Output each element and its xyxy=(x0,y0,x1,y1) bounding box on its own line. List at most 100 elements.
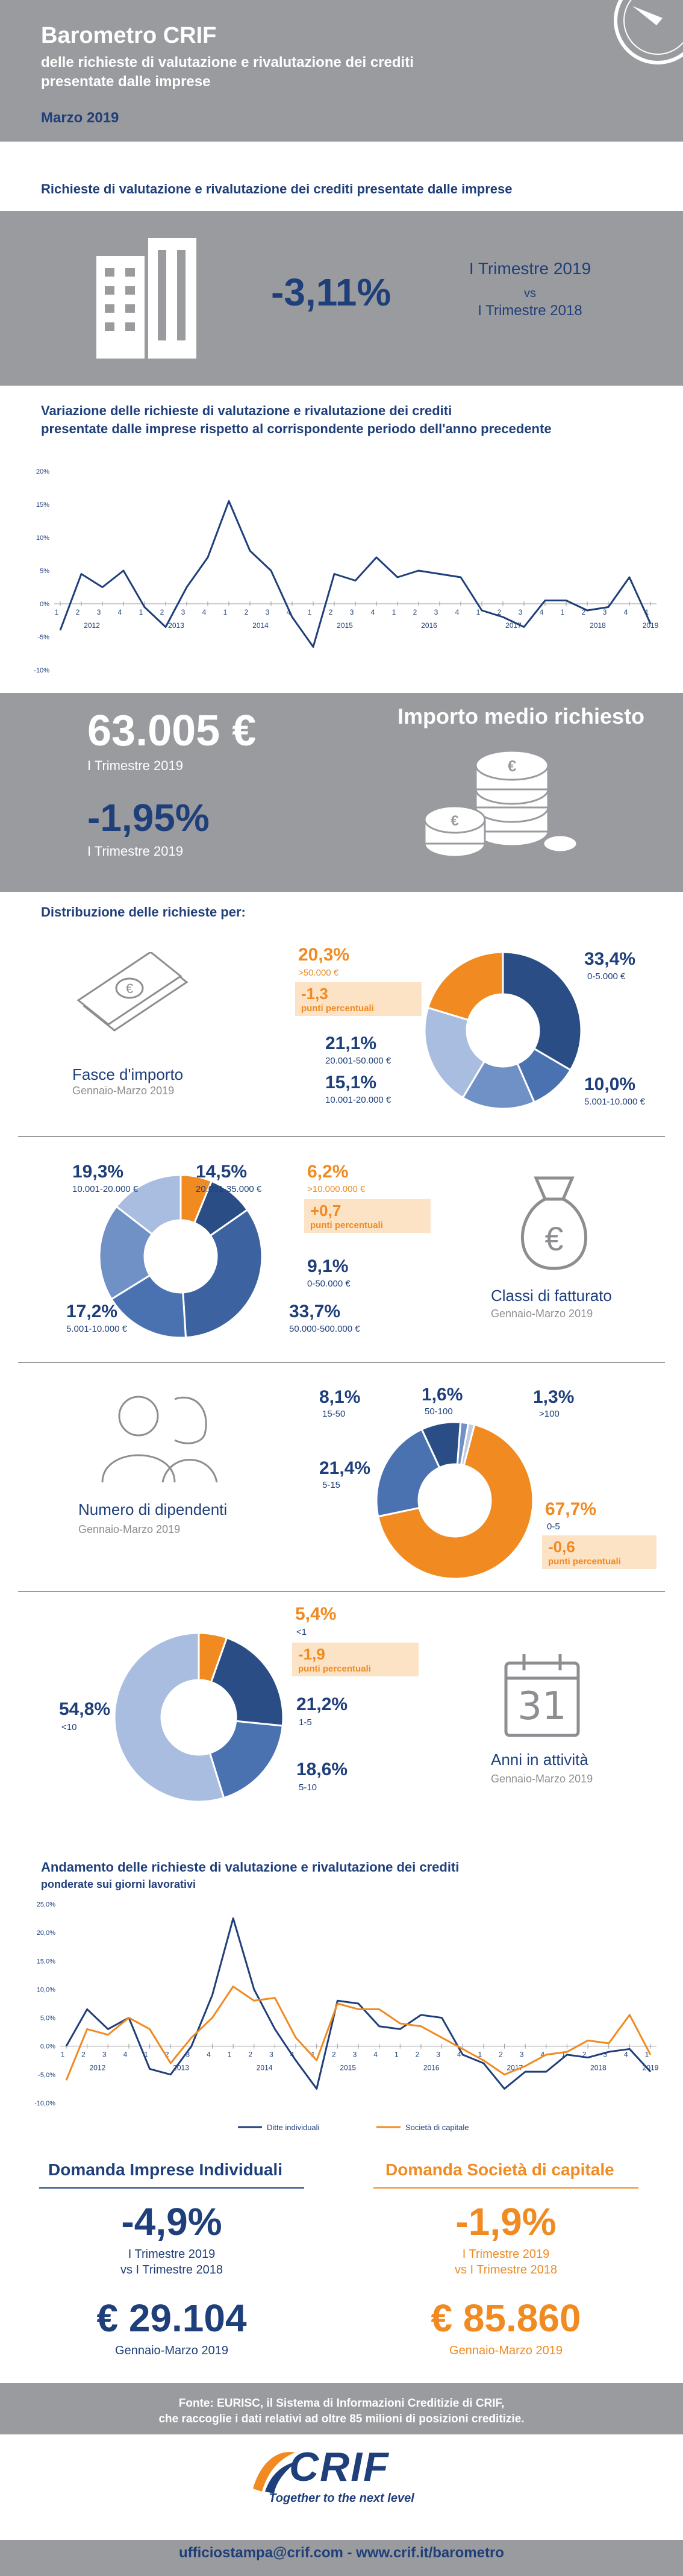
x-quarter-label: 2 xyxy=(76,608,80,616)
x-quarter-label: 4 xyxy=(118,608,122,616)
section3-band xyxy=(0,693,683,892)
att-note-value: -1,9 xyxy=(298,1645,325,1663)
dipendenti-period: Gennaio-Marzo 2019 xyxy=(78,1523,181,1535)
x-quarter-label: 2 xyxy=(582,608,586,616)
x-quarter-label: 2 xyxy=(332,2051,336,2059)
x-quarter-label: 1 xyxy=(228,2051,232,2059)
dipendenti-donut-chart xyxy=(375,1421,534,1580)
amount-label: Importo medio richiesto xyxy=(398,704,645,729)
x-quarter-label: 1 xyxy=(395,2051,399,2059)
y-tick-label: 5% xyxy=(40,568,49,575)
x-quarter-label: 1 xyxy=(645,2051,649,2059)
footer-contact-link[interactable]: ufficiostampa@crif.com - www.crif.it/bar… xyxy=(179,2545,504,2561)
donut-slice xyxy=(376,1423,534,1580)
x-quarter-label: 4 xyxy=(287,608,291,616)
x-year-label: 2016 xyxy=(423,2064,440,2072)
fasce-period: Gennaio-Marzo 2019 xyxy=(72,1085,175,1097)
calendar-number: 31 xyxy=(517,1684,567,1729)
left-title: Domanda Imprese Individuali xyxy=(48,2160,282,2179)
x-year-label: 2018 xyxy=(590,2064,607,2072)
footer-source-1: Fonte: EURISC, il Sistema di Informazion… xyxy=(178,2397,505,2410)
dip-lab-4: 15-50 xyxy=(322,1409,346,1419)
classi-pct-6: 14,5% xyxy=(196,1162,248,1182)
header-subtitle-1: delle richieste di valutazione e rivalut… xyxy=(41,54,414,71)
dip-lab-1: >100 xyxy=(539,1409,560,1419)
classi-donut-chart xyxy=(98,1174,263,1339)
right-amount: € 85.860 xyxy=(431,2296,581,2340)
amount-value: 63.005 € xyxy=(87,707,257,755)
series-line xyxy=(59,500,652,648)
x-quarter-label: 1 xyxy=(61,2051,65,2059)
footer-source-2: che raccoglie i dati relativi ad oltre 8… xyxy=(158,2413,525,2425)
donut-slice xyxy=(115,1174,182,1236)
x-quarter-label: 4 xyxy=(455,608,460,616)
fasce-donut-chart xyxy=(423,951,582,1110)
att-pct-1: 5,4% xyxy=(295,1604,337,1624)
fasce-lab-2: 5.001-10.000 € xyxy=(584,1097,645,1107)
classi-name: Classi di fatturato xyxy=(491,1286,612,1305)
donut-slice xyxy=(110,1274,187,1339)
x-year-label: 2017 xyxy=(507,2064,523,2072)
x-year-label: 2019 xyxy=(643,2064,659,2072)
donut-slice xyxy=(182,1208,263,1339)
left-period-2: vs I Trimestre 2018 xyxy=(120,2263,223,2277)
att-pct-3: 18,6% xyxy=(296,1760,348,1779)
section5-subtitle: ponderate sui giorni lavorativi xyxy=(41,1878,196,1890)
donut-slice xyxy=(423,1006,486,1099)
crif-logo: CRIF xyxy=(289,2444,390,2490)
header-band xyxy=(0,0,683,142)
att-pct-2: 21,2% xyxy=(296,1694,348,1714)
x-quarter-label: 1 xyxy=(223,608,228,616)
y-tick-label: 20,0% xyxy=(37,1929,55,1937)
dip-pct-2: 67,7% xyxy=(545,1499,597,1519)
y-tick-label: 15,0% xyxy=(37,1958,55,1965)
classi-period: Gennaio-Marzo 2019 xyxy=(491,1308,593,1320)
attivita-donut-chart xyxy=(113,1632,284,1803)
dip-pct-3: 21,4% xyxy=(319,1458,371,1478)
y-tick-label: -10,0% xyxy=(34,2100,55,2107)
x-quarter-label: 2 xyxy=(499,2051,503,2059)
y-tick-label: 10,0% xyxy=(37,1986,55,1993)
x-quarter-label: 3 xyxy=(434,608,438,616)
section2-title-1: Variazione delle richieste di valutazion… xyxy=(41,403,452,418)
x-quarter-label: 1 xyxy=(561,608,565,616)
divider xyxy=(18,1591,665,1592)
x-quarter-label: 4 xyxy=(371,608,375,616)
x-quarter-label: 2 xyxy=(165,2051,169,2059)
x-quarter-label: 3 xyxy=(603,608,607,616)
x-quarter-label: 3 xyxy=(353,2051,357,2059)
section5-title: Andamento delle richieste di valutazione… xyxy=(41,1860,460,1875)
x-quarter-label: 3 xyxy=(269,2051,273,2059)
svg-text:€: € xyxy=(126,981,133,996)
donut-slice xyxy=(426,951,504,1021)
divider xyxy=(18,1362,665,1363)
classi-note-value: +0,7 xyxy=(310,1202,342,1220)
x-quarter-label: 3 xyxy=(181,608,186,616)
classi-lab-3: 50.000-500.000 € xyxy=(289,1324,360,1334)
classi-lab-1: >10.000.000 € xyxy=(307,1184,366,1194)
x-quarter-label: 1 xyxy=(144,2051,148,2059)
series-line xyxy=(65,1985,652,2081)
attivita-period: Gennaio-Marzo 2019 xyxy=(491,1773,593,1785)
dip-pct-4: 8,1% xyxy=(319,1387,361,1407)
donut-slice xyxy=(375,1428,441,1518)
y-tick-label: 10% xyxy=(36,534,49,542)
fasce-pct-3: 15,1% xyxy=(325,1073,377,1092)
att-lab-4: <10 xyxy=(61,1722,77,1732)
dip-lab-5: 50-100 xyxy=(425,1406,453,1417)
att-lab-3: 5-10 xyxy=(299,1782,317,1793)
x-quarter-label: 4 xyxy=(373,2051,378,2059)
x-year-label: 2012 xyxy=(90,2064,106,2072)
variation-line-chart: 20% 15% 10% 5% 0% -5% -10% 1 2 3 4 1 2 3 4 1 2 3 4 1 2 3 4 1 2 3 4… xyxy=(34,468,658,674)
crif-tagline: Together to the next level xyxy=(269,2492,414,2505)
right-underline xyxy=(373,2187,638,2189)
att-pct-4: 54,8% xyxy=(59,1699,111,1719)
att-lab-1: <1 xyxy=(296,1627,307,1637)
header-date: Marzo 2019 xyxy=(41,110,119,126)
fasce-lab-4: 20.001-50.000 € xyxy=(325,1056,391,1066)
classi-pct-5: 19,3% xyxy=(72,1162,124,1182)
x-quarter-label: 2 xyxy=(582,2051,587,2059)
x-quarter-label: 4 xyxy=(540,608,544,616)
compass-icon xyxy=(614,0,683,64)
x-quarter-label: 3 xyxy=(519,608,523,616)
